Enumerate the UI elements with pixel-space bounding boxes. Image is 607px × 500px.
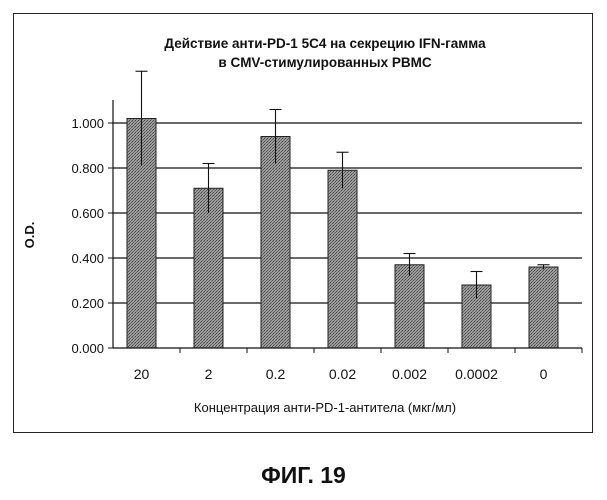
bar-0	[529, 267, 558, 348]
x-tick-label: 0	[540, 366, 548, 382]
y-tick-label: 0.400	[71, 251, 104, 266]
x-axis-label: Концентрация анти-PD-1-антитела (мкг/мл)	[194, 400, 456, 415]
bar-0.2	[261, 137, 290, 349]
y-tick-label: 0.200	[71, 296, 104, 311]
x-tick-label: 0.2	[266, 366, 286, 382]
bar-0.002	[395, 265, 424, 348]
bars	[127, 71, 558, 348]
x-tick-label: 20	[134, 366, 150, 382]
chart-title-line2: в CMV-стимулированных PBMC	[218, 55, 431, 70]
y-tick-label: 0.000	[71, 341, 104, 356]
y-tick-label: 0.800	[71, 161, 104, 176]
y-tick-label: 0.600	[71, 206, 104, 221]
x-tick-label: 2	[205, 366, 213, 382]
x-tick-label: 0.0002	[455, 366, 498, 382]
y-axis-label: O.D.	[22, 222, 37, 249]
x-tick-label: 0.002	[392, 366, 427, 382]
bar-0.02	[328, 170, 357, 348]
chart-svg: Действие анти-PD-1 5C4 на секрецию IFN-г…	[0, 0, 607, 450]
y-tick-label: 1.000	[71, 116, 104, 131]
x-tick-label: 0.02	[329, 366, 356, 382]
chart-title-line1: Действие анти-PD-1 5C4 на секрецию IFN-г…	[164, 36, 486, 51]
figure-caption: ФИГ. 19	[0, 462, 607, 489]
